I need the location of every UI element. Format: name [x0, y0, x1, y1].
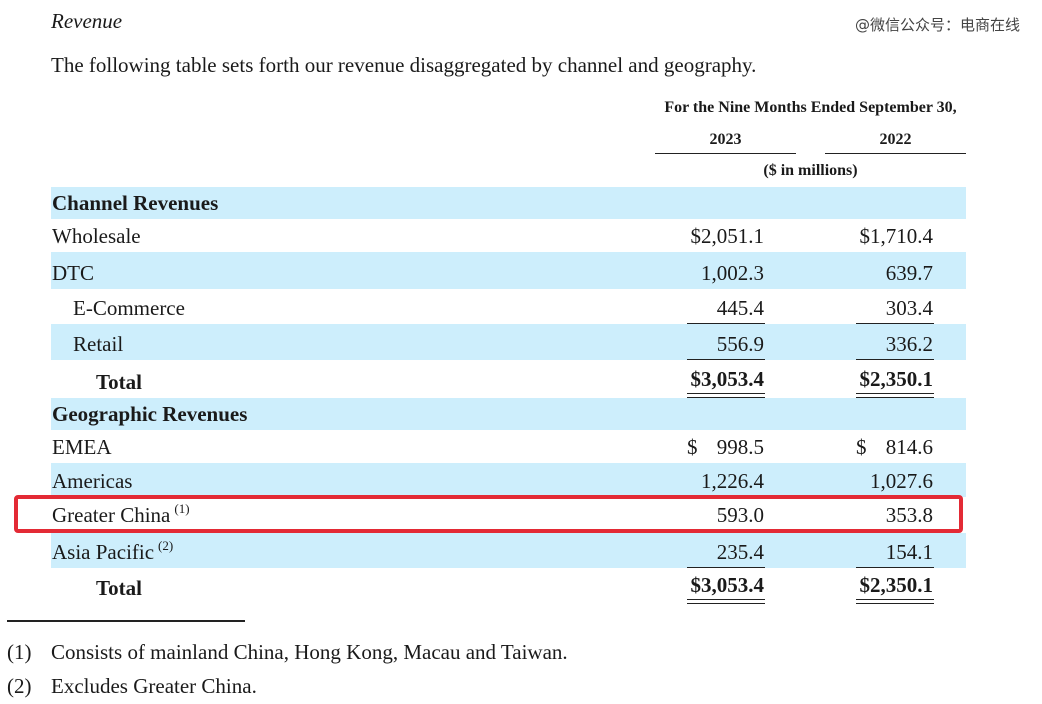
channel-revenues-heading: Channel Revenues: [52, 191, 219, 215]
double-underline: [687, 599, 765, 604]
underline: [856, 359, 934, 360]
row-label: EMEA: [52, 435, 112, 459]
value-2022: 639.7: [885, 261, 933, 285]
table-row: Channel Revenues: [51, 187, 966, 219]
footnote-number: (2): [7, 674, 32, 698]
greater-china-label: Greater China: [52, 503, 171, 527]
value-2022: $1,710.4: [859, 224, 934, 248]
value-2022: $2,350.1: [859, 573, 934, 597]
geographic-revenues-heading: Geographic Revenues: [52, 402, 248, 426]
row-label: E-Commerce: [73, 296, 185, 320]
underline: [687, 567, 765, 568]
underline: [856, 323, 934, 324]
footnote-ref: (2): [158, 538, 174, 553]
value-2023: 235.4: [716, 540, 764, 564]
row-label: Greater China (1): [52, 501, 190, 528]
value-2023: 556.9: [716, 332, 764, 356]
value-2022: 154.1: [885, 540, 933, 564]
value-2023: 998.5: [716, 435, 764, 459]
footnote-number: (1): [7, 640, 32, 664]
footnote-text: Excludes Greater China.: [51, 674, 257, 698]
value-2023: 445.4: [716, 296, 764, 320]
value-2022: 303.4: [885, 296, 933, 320]
row-label: Asia Pacific (2): [52, 538, 174, 565]
footnote: (2) Excludes Greater China.: [7, 674, 257, 699]
footnote-text: Consists of mainland China, Hong Kong, M…: [51, 640, 568, 664]
value-2022: 336.2: [885, 332, 933, 356]
double-underline: [687, 393, 765, 398]
intro-text: The following table sets forth our reven…: [51, 53, 757, 77]
value-2023: 593.0: [716, 503, 764, 527]
table-row: E-Commerce 445.4 303.4: [51, 289, 966, 324]
table-row: Wholesale $2,051.1 $1,710.4: [51, 219, 966, 252]
value-2022: 1,027.6: [870, 469, 933, 493]
row-label: Total: [96, 576, 142, 600]
section-title: Revenue: [51, 9, 123, 33]
year-header-2023: 2023: [655, 131, 796, 154]
period-header: For the Nine Months Ended September 30,: [664, 99, 957, 116]
row-label: Wholesale: [52, 224, 141, 248]
underline: [687, 323, 765, 324]
row-label: DTC: [52, 261, 94, 285]
value-2022: $2,350.1: [859, 367, 934, 391]
table-row: Total $3,053.4 $2,350.1: [51, 568, 966, 604]
table-row: Greater China (1) 593.0 353.8: [51, 497, 966, 531]
value-2023: 1,226.4: [701, 469, 764, 493]
row-label: Americas: [52, 469, 133, 493]
currency-symbol: $: [856, 435, 867, 459]
value-2022: 814.6: [885, 435, 933, 459]
table-row: Americas 1,226.4 1,027.6: [51, 463, 966, 497]
units-label: ($ in millions): [763, 162, 858, 179]
value-2023: 1,002.3: [701, 261, 764, 285]
value-2023: $3,053.4: [690, 367, 765, 391]
table-row: Total $3,053.4 $2,350.1: [51, 360, 966, 398]
value-2023: $2,051.1: [690, 224, 765, 248]
table-row: Geographic Revenues: [51, 398, 966, 430]
underline: [856, 567, 934, 568]
footnote-divider: [7, 620, 245, 622]
row-label: Total: [96, 370, 142, 394]
year-header-2022: 2022: [825, 131, 966, 154]
footnote: (1) Consists of mainland China, Hong Kong…: [7, 640, 568, 665]
double-underline: [856, 599, 934, 604]
footnote-ref: (1): [174, 501, 190, 516]
underline: [687, 359, 765, 360]
currency-symbol: $: [687, 435, 698, 459]
table-row: Retail 556.9 336.2: [51, 324, 966, 360]
value-2022: 353.8: [885, 503, 933, 527]
table-row: DTC 1,002.3 639.7: [51, 252, 966, 289]
row-label: Retail: [73, 332, 124, 356]
asia-pacific-label: Asia Pacific: [52, 540, 155, 564]
table-row: Asia Pacific (2) 235.4 154.1: [51, 533, 966, 568]
table-row: EMEA $ 998.5 $ 814.6: [51, 430, 966, 463]
highlight-box: [14, 495, 963, 533]
value-2023: $3,053.4: [690, 573, 765, 597]
double-underline: [856, 393, 934, 398]
watermark: @微信公众号：电商在线: [854, 16, 1020, 34]
